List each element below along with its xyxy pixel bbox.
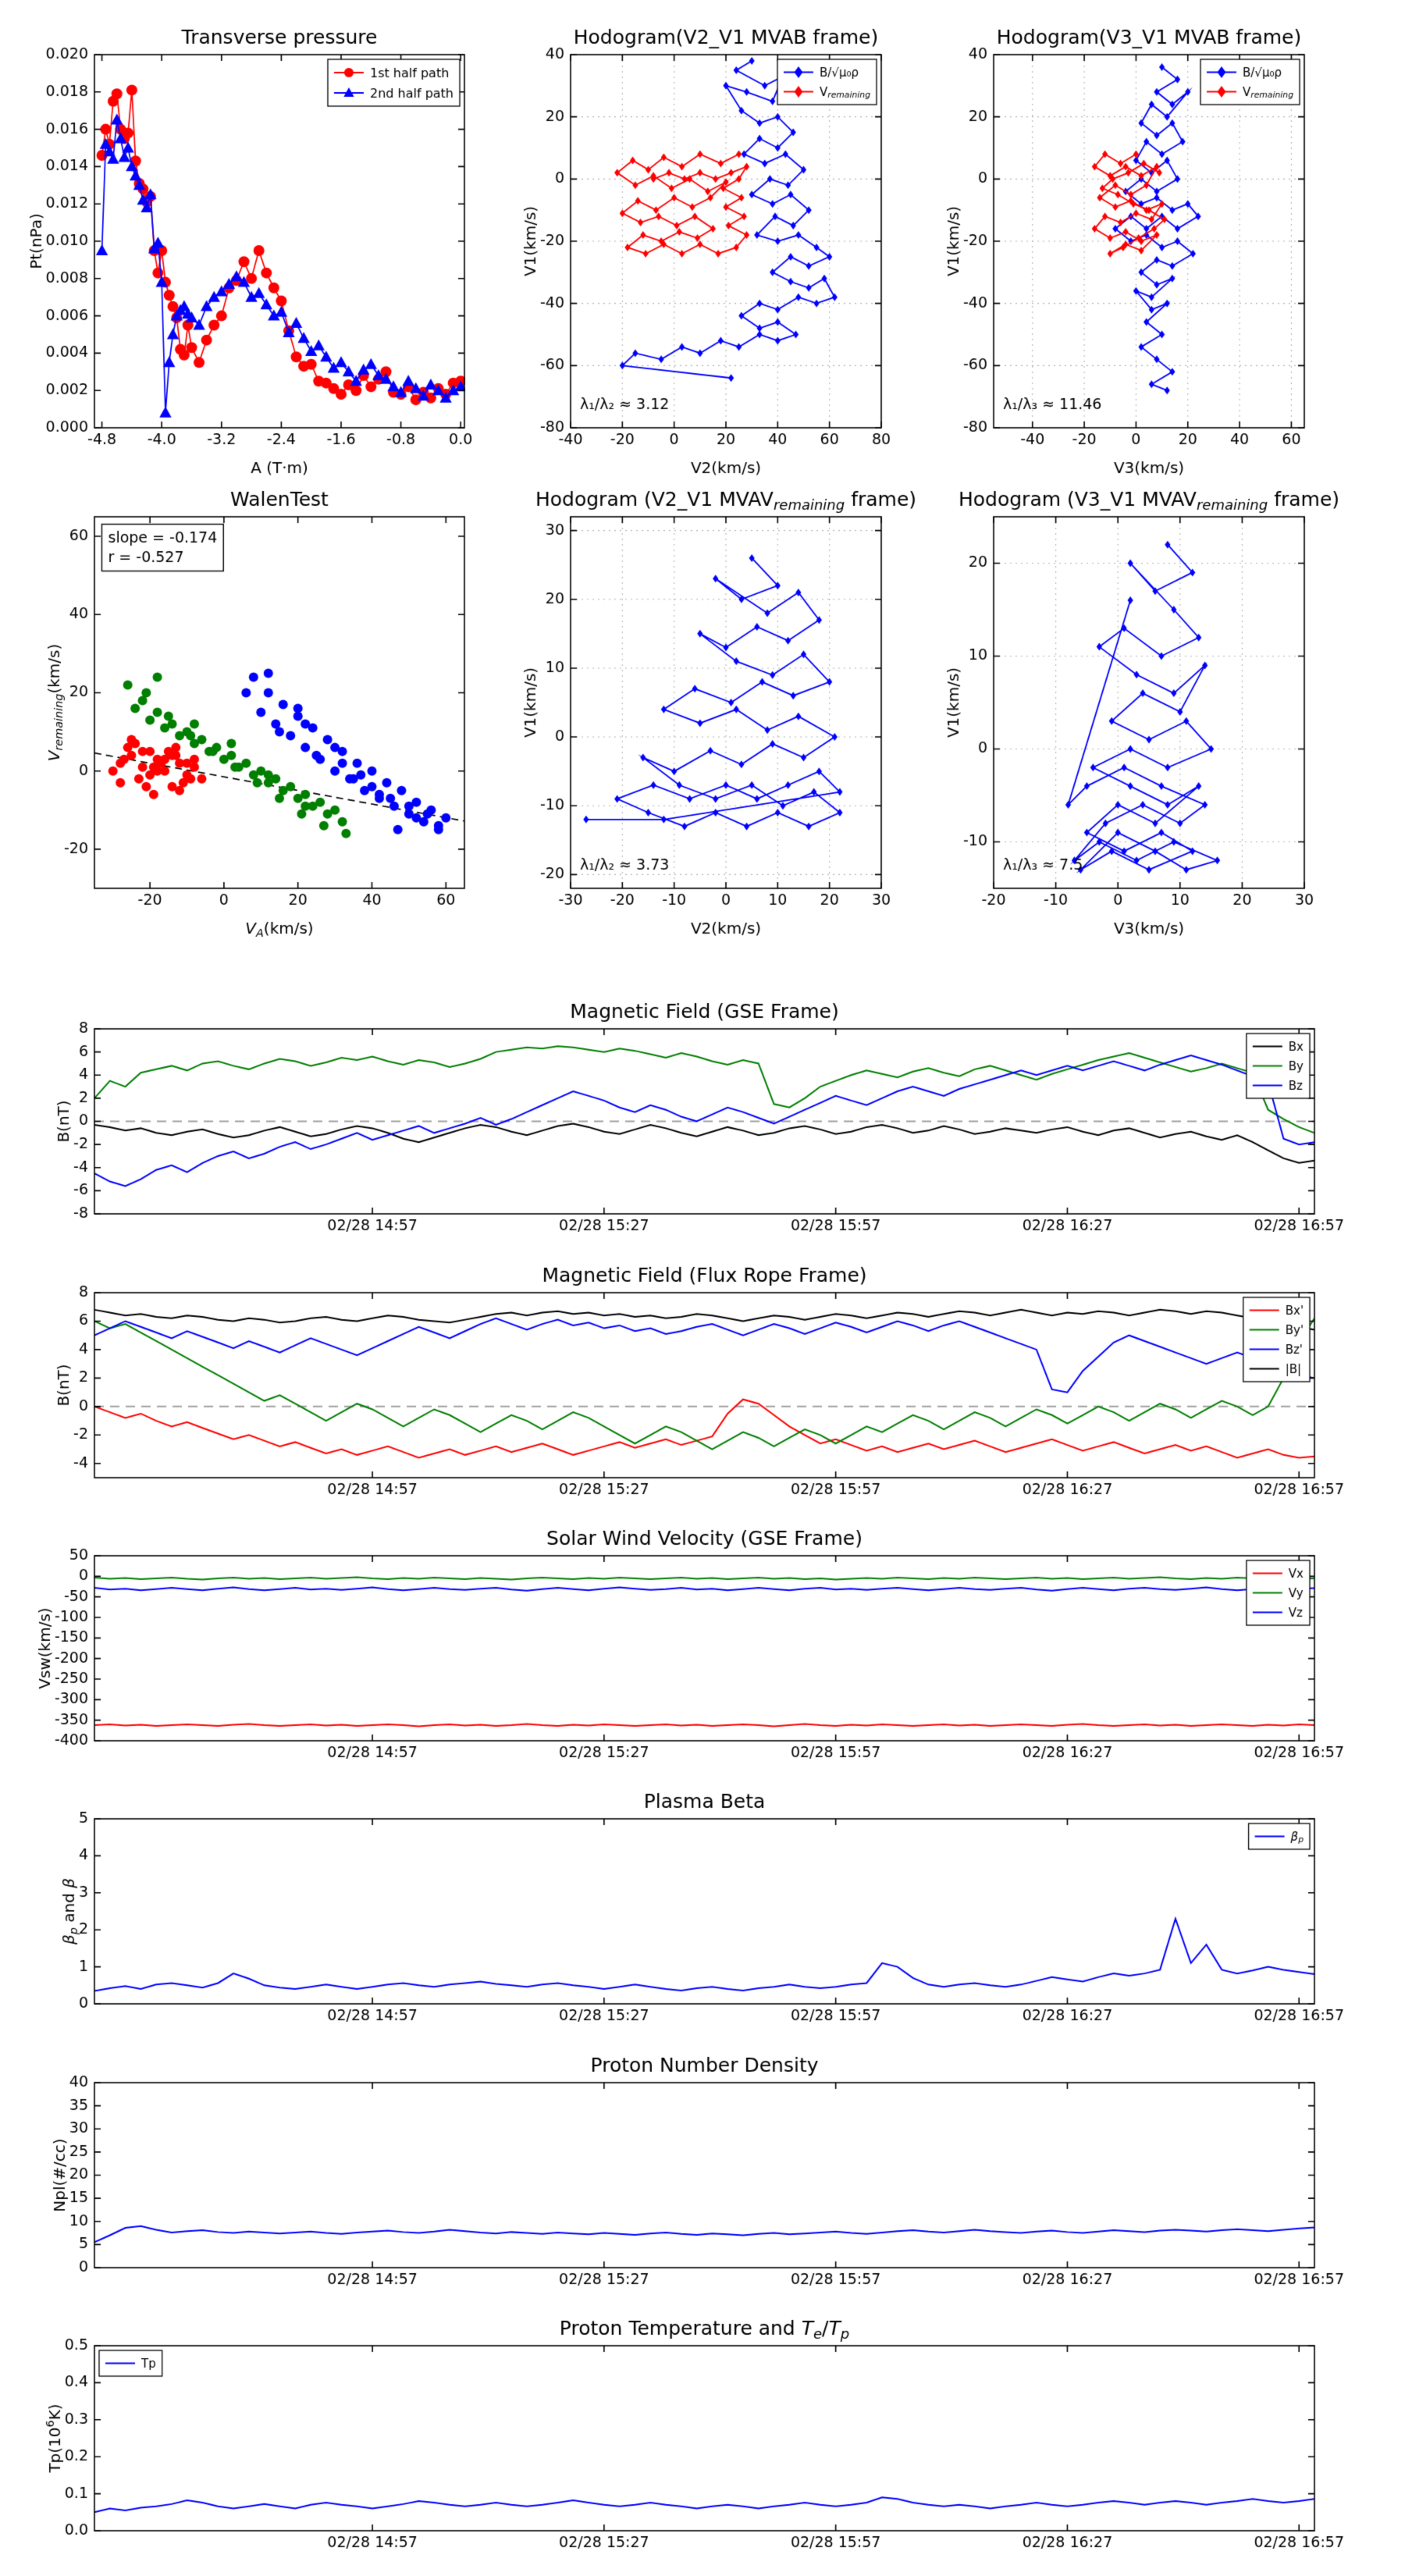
panel-solar-wind-velocity [94, 1556, 1314, 1741]
chart-walen-test [94, 517, 464, 888]
panel-plasma-beta [94, 1819, 1314, 2004]
chart-hodogram-v3v1-mvav [994, 517, 1304, 888]
panel-proton-temperature [94, 2346, 1314, 2531]
chart-hodogram-v2v1-mvab [571, 55, 881, 428]
chart-transverse-pressure [94, 55, 464, 428]
panel-proton-density [94, 2083, 1314, 2268]
chart-hodogram-v3v1-mvab [994, 55, 1304, 428]
chart-hodogram-v2v1-mvav [571, 517, 881, 888]
panel-magnetic-field-gse [94, 1029, 1314, 1214]
panel-magnetic-field-flux-rope [94, 1293, 1314, 1478]
